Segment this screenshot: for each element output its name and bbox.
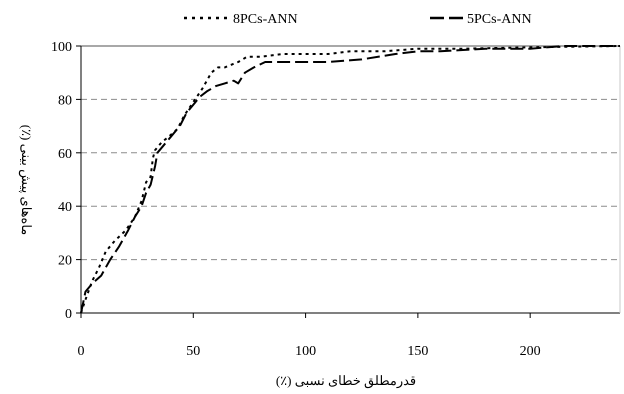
x-tick-label-0: 0 (78, 344, 85, 359)
x-tick-label-150: 150 (407, 344, 428, 359)
y-ticks: 0 20 40 60 80 100 (51, 40, 81, 322)
x-ticks: 0 50 100 150 200 (78, 313, 541, 359)
axes (80, 46, 621, 314)
legend-label-5pcs: 5PCs-ANN (467, 12, 532, 27)
grid (81, 45, 620, 261)
x-tick-label-100: 100 (295, 344, 316, 359)
y-tick-label-80: 80 (58, 93, 72, 108)
y-tick-label-0: 0 (65, 307, 72, 322)
x-tick-label-50: 50 (186, 344, 200, 359)
x-axis-label: قدرمطلق خطای نسبی (٪) (276, 373, 416, 389)
series-lines (80, 45, 621, 314)
legend-label-8pcs: 8PCs-ANN (233, 12, 298, 27)
x-tick-label-200: 200 (520, 344, 541, 359)
series-line-5pcs-ann (80, 45, 620, 314)
legend: 8PCs-ANN 5PCs-ANN (184, 12, 532, 27)
y-axis-label: ماه‌های پیش بینی (٪) (18, 125, 34, 236)
y-tick-label-100: 100 (51, 40, 72, 55)
series-line-8pcs-ann (80, 45, 621, 314)
y-tick-label-20: 20 (58, 254, 72, 269)
y-tick-label-40: 40 (58, 200, 72, 215)
y-tick-label-60: 60 (58, 147, 72, 162)
